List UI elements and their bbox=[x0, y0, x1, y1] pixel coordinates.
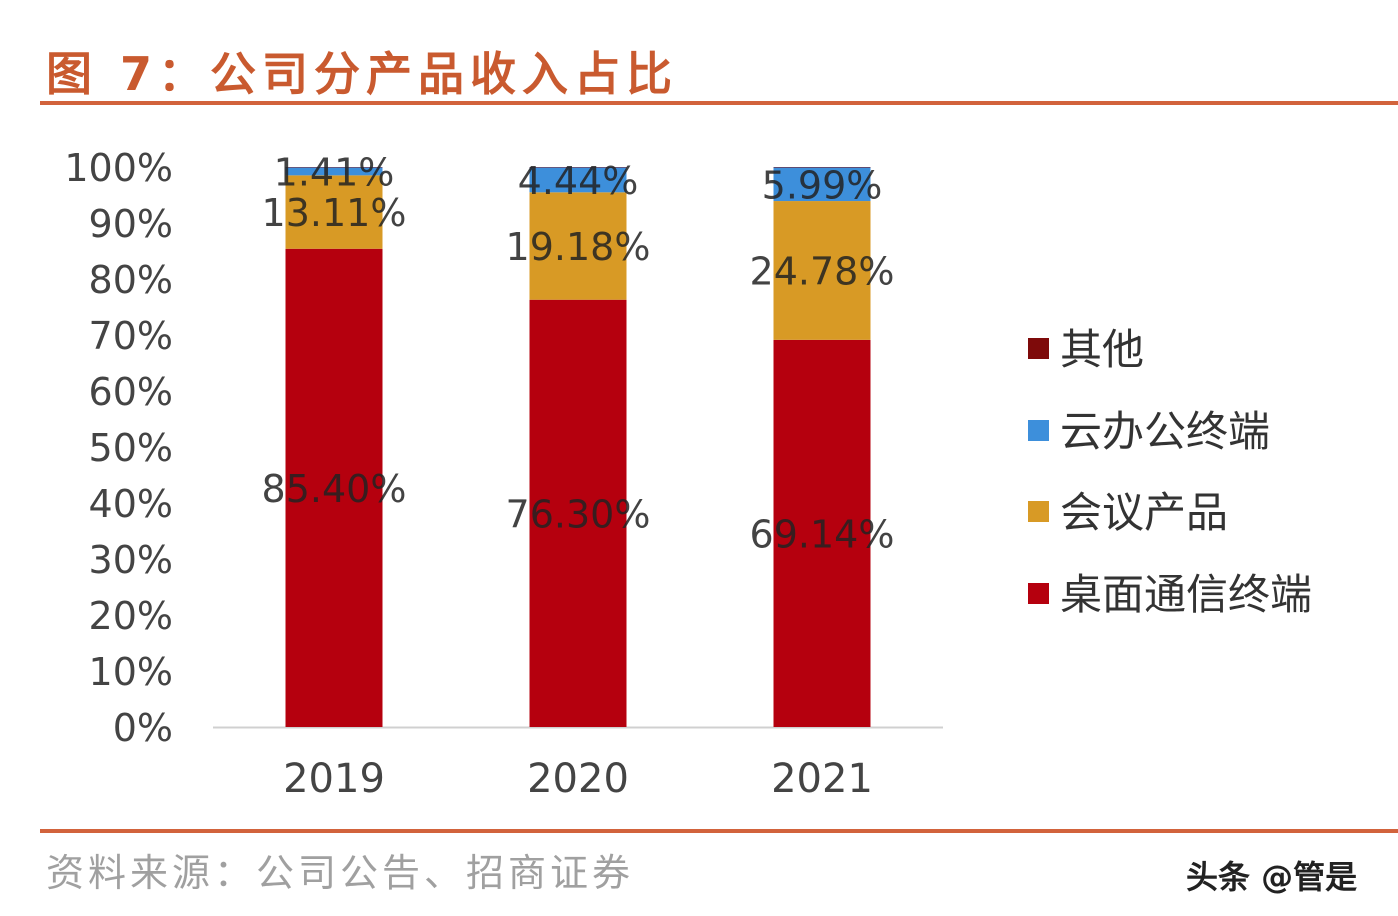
data-label: 85.40% bbox=[262, 467, 407, 511]
y-tick-label: 20% bbox=[89, 594, 173, 638]
y-tick-label: 10% bbox=[89, 650, 173, 694]
data-label: 69.14% bbox=[750, 512, 895, 556]
bar-segment bbox=[285, 175, 383, 249]
legend-swatch bbox=[1028, 583, 1049, 604]
y-tick-label: 40% bbox=[89, 482, 173, 526]
title-divider bbox=[40, 101, 1398, 105]
bar-segment bbox=[773, 201, 871, 340]
chart-title: 图 7：公司分产品收入占比 bbox=[46, 47, 679, 101]
data-label: 76.30% bbox=[506, 492, 651, 536]
bar-segment bbox=[285, 167, 383, 176]
y-tick-label: 50% bbox=[89, 426, 173, 470]
legend-label: 会议产品 bbox=[1060, 488, 1228, 537]
legend-swatch bbox=[1028, 420, 1049, 441]
bar-segment bbox=[773, 167, 871, 202]
bar-segment bbox=[529, 192, 627, 300]
legend-swatch bbox=[1028, 501, 1049, 522]
data-label: 1.41% bbox=[274, 150, 395, 194]
data-label: 5.99% bbox=[762, 163, 883, 207]
data-label: 24.78% bbox=[750, 249, 895, 293]
bar-segment bbox=[529, 299, 627, 727]
data-label: 19.18% bbox=[506, 225, 651, 269]
legend-label: 其他 bbox=[1060, 325, 1144, 374]
y-tick-label: 70% bbox=[89, 314, 173, 358]
legend-label: 云办公终端 bbox=[1060, 407, 1270, 456]
footer-divider bbox=[40, 829, 1398, 833]
watermark: 头条 @管是 bbox=[1186, 858, 1358, 896]
y-tick-label: 90% bbox=[89, 202, 173, 246]
bar-segment bbox=[773, 167, 871, 168]
data-label: 4.44% bbox=[518, 159, 639, 203]
y-tick-label: 0% bbox=[113, 706, 173, 750]
bar-segment bbox=[285, 248, 383, 727]
y-tick-label: 80% bbox=[89, 258, 173, 302]
y-tick-label: 100% bbox=[64, 146, 173, 190]
source-note: 资料来源：公司公告、招商证券 bbox=[46, 851, 635, 895]
bar-segment bbox=[773, 339, 871, 727]
legend-swatch bbox=[1028, 338, 1049, 359]
bar-segment bbox=[529, 167, 627, 193]
y-tick-label: 60% bbox=[89, 370, 173, 414]
data-label: 13.11% bbox=[262, 191, 407, 235]
y-tick-label: 30% bbox=[89, 538, 173, 582]
legend-label: 桌面通信终端 bbox=[1060, 570, 1312, 619]
x-category-label: 2021 bbox=[771, 756, 873, 802]
x-category-label: 2019 bbox=[283, 756, 385, 802]
x-category-label: 2020 bbox=[527, 756, 629, 802]
